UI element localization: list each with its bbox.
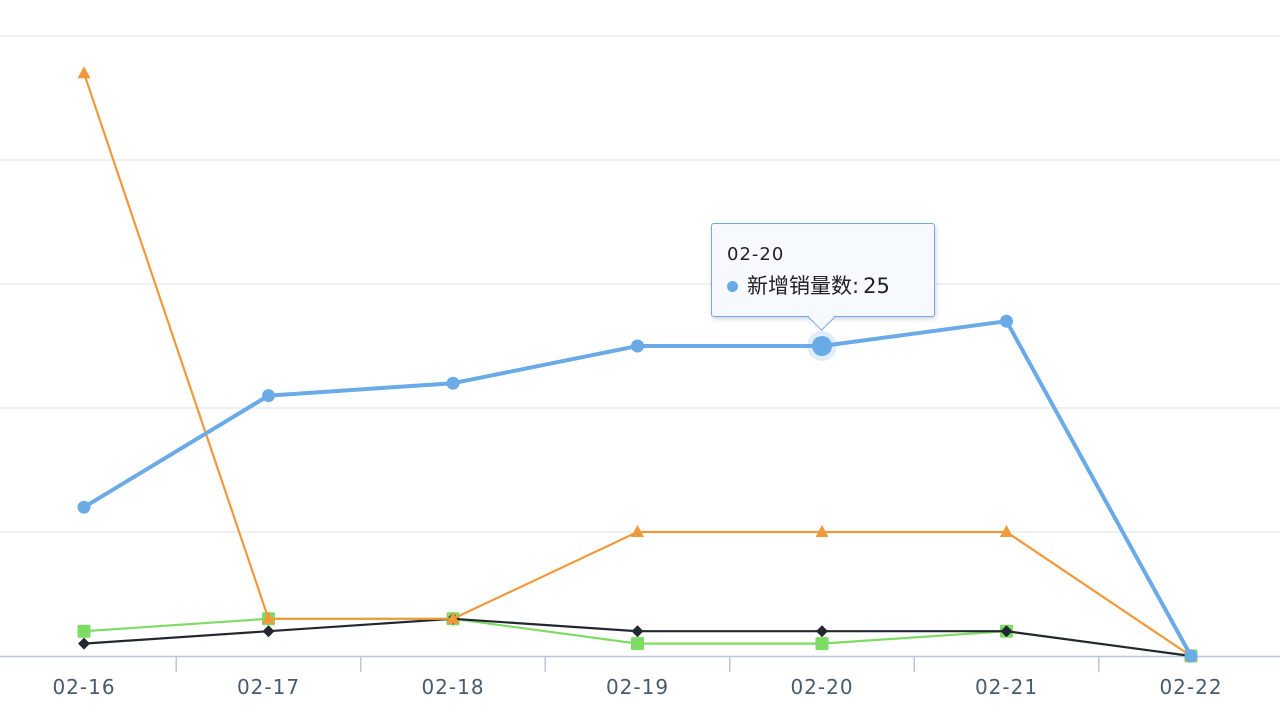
tooltip-separator: :: [852, 274, 860, 298]
tooltip-value: 25: [863, 274, 890, 298]
x-tick-label: 02-20: [790, 675, 853, 699]
data-point[interactable]: [631, 637, 644, 651]
x-tick-label: 02-17: [237, 675, 300, 699]
series-2: [78, 612, 1197, 662]
data-point[interactable]: [77, 66, 91, 79]
highlight-point[interactable]: [812, 336, 832, 356]
data-point[interactable]: [815, 637, 829, 651]
data-point[interactable]: [262, 625, 275, 638]
tooltip-series-dot: [727, 280, 738, 292]
data-point[interactable]: [446, 611, 460, 624]
series-group: [77, 66, 1198, 663]
data-point[interactable]: [446, 376, 460, 390]
data-point[interactable]: [1000, 314, 1013, 328]
series-line: [82, 319, 1193, 658]
gridlines: [0, 35, 1280, 533]
x-tick-label: 02-21: [975, 675, 1038, 699]
data-point[interactable]: [1184, 649, 1198, 663]
data-point[interactable]: [1000, 525, 1013, 537]
series-1: [77, 66, 1198, 661]
data-point[interactable]: [1000, 625, 1013, 638]
tooltip-category: 02-20: [727, 244, 785, 265]
data-point[interactable]: [262, 389, 275, 403]
series-0: [77, 314, 1198, 663]
data-point[interactable]: [816, 625, 828, 638]
series-3: [77, 612, 1198, 663]
tooltip: 02-20 新增销量数 : 25: [711, 223, 935, 331]
x-axis: 02-16 02-17 02-18 02-19 02-20 02-21 02-22: [0, 655, 1280, 699]
data-point[interactable]: [78, 637, 90, 650]
x-tick-label: 02-19: [606, 675, 669, 699]
data-point[interactable]: [262, 611, 275, 624]
tooltip-row: 新增销量数 : 25: [727, 272, 920, 300]
series-line: [82, 72, 1193, 658]
data-point[interactable]: [631, 339, 644, 353]
data-point[interactable]: [77, 500, 91, 514]
highlight-group: [807, 331, 837, 361]
x-tick-label: 02-16: [52, 675, 115, 699]
x-tick-label: 02-18: [421, 675, 484, 699]
x-tick-label: 02-22: [1159, 675, 1222, 699]
data-point[interactable]: [77, 624, 91, 638]
data-point[interactable]: [815, 525, 829, 537]
tooltip-series-name: 新增销量数: [747, 274, 852, 298]
data-point[interactable]: [631, 525, 644, 537]
data-point[interactable]: [631, 625, 644, 638]
